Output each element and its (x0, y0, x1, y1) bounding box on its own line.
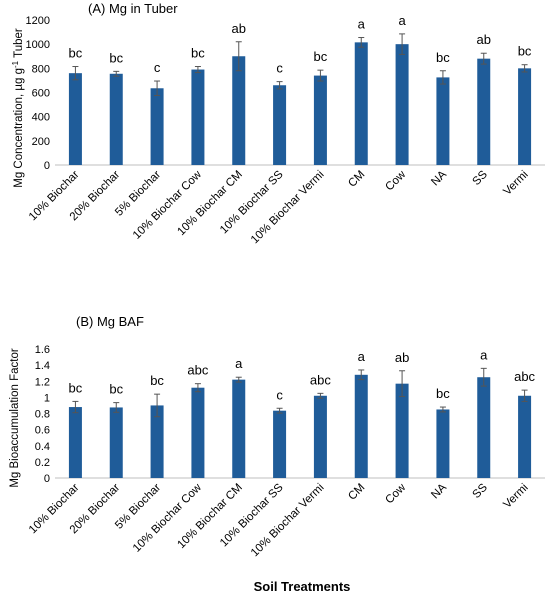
panel-title: (B) Mg BAF (76, 314, 144, 329)
bar (191, 387, 205, 478)
bar (518, 395, 532, 478)
x-tick-label: 10% Biochar Vermi (249, 169, 327, 247)
x-axis-title: Soil Treatments (254, 579, 351, 594)
significance-letter: abc (310, 372, 331, 387)
y-tick-label: 0 (44, 473, 50, 485)
significance-letter: bc (191, 46, 205, 61)
significance-letter: bc (69, 380, 83, 395)
significance-letter: abc (187, 363, 208, 378)
bar (354, 374, 368, 478)
significance-letter: bc (314, 49, 328, 64)
significance-letter: a (398, 13, 406, 28)
y-tick-label: 200 (32, 136, 50, 148)
x-tick-label: 10% Biochar Vermi (249, 482, 327, 560)
bar (313, 75, 327, 165)
bar (395, 383, 409, 478)
bar (436, 409, 450, 478)
bar (273, 410, 287, 478)
x-tick-label: SS (471, 481, 491, 501)
bar (232, 56, 246, 165)
y-tick-label: 0.6 (35, 425, 50, 437)
bar (109, 407, 123, 478)
bar (313, 395, 327, 478)
x-tick-label: Vermi (501, 169, 530, 198)
y-tick-label: 1000 (26, 39, 50, 51)
bar (518, 68, 532, 165)
significance-letter: bc (109, 382, 123, 397)
bar (273, 85, 287, 165)
significance-letter: a (480, 347, 488, 362)
y-tick-label: 1.6 (35, 344, 50, 356)
bar (191, 69, 205, 165)
significance-letter: bc (518, 44, 532, 59)
significance-letter: ab (395, 350, 409, 365)
bar (477, 58, 491, 165)
y-tick-label: 600 (32, 88, 50, 100)
y-tick-label: 1200 (26, 15, 50, 27)
bar (150, 88, 164, 165)
x-tick-label: Vermi (501, 482, 530, 511)
bar (150, 405, 164, 478)
bar (395, 44, 409, 165)
panel-title: (A) Mg in Tuber (88, 1, 178, 16)
significance-letter: a (235, 356, 243, 371)
significance-letter: a (358, 349, 366, 364)
y-axis-label: Mg Bioaccumulation Factor (9, 348, 21, 488)
significance-letter: c (276, 61, 283, 76)
panel-b: (B) Mg BAF Mg Bioaccumulation Factor 0 0.2 0… (9, 314, 545, 559)
significance-letter: ab (232, 21, 246, 36)
y-tick-label: 0.2 (35, 457, 50, 469)
x-tick-label: CM (346, 482, 367, 503)
significance-letter: c (276, 387, 283, 402)
y-axis-label: Mg Concentration, µg g-1 Tuber (11, 28, 25, 188)
significance-letter: bc (69, 46, 83, 61)
bar (109, 73, 123, 165)
x-tick-label: Cow (383, 168, 408, 193)
significance-letter: bc (436, 386, 450, 401)
significance-letter: abc (514, 369, 535, 384)
y-tick-label: 1 (44, 392, 50, 404)
y-tick-label: 800 (32, 63, 50, 75)
x-tick-label: SS (471, 168, 491, 188)
x-tick-label: Cow (383, 481, 408, 506)
bar (68, 407, 82, 478)
significance-letter: bc (436, 50, 450, 65)
x-tick-label: 10% Biochar Cow (131, 168, 205, 242)
significance-letter: bc (150, 373, 164, 388)
y-tick-label: 1.4 (35, 360, 50, 372)
significance-letter: ab (477, 32, 491, 47)
y-tick-label: 0.8 (35, 409, 50, 421)
bar (354, 42, 368, 165)
bar (477, 377, 491, 478)
bar (232, 379, 246, 478)
significance-letter: c (154, 60, 161, 75)
x-tick-label: CM (346, 169, 367, 190)
significance-letter: bc (109, 50, 123, 65)
x-tick-label: NA (429, 481, 449, 501)
x-tick-label: NA (429, 168, 449, 188)
y-tick-label: 400 (32, 112, 50, 124)
panel-a: (A) Mg in Tuber Mg Concentration, µg g-1 … (11, 1, 545, 246)
bar (436, 77, 450, 165)
significance-letter: a (358, 17, 366, 32)
bar (68, 73, 82, 165)
y-tick-label: 1.2 (35, 376, 50, 388)
x-tick-label: 10% Biochar Cow (131, 481, 205, 555)
y-tick-label: 0.4 (35, 441, 50, 453)
y-tick-label: 0 (44, 160, 50, 172)
